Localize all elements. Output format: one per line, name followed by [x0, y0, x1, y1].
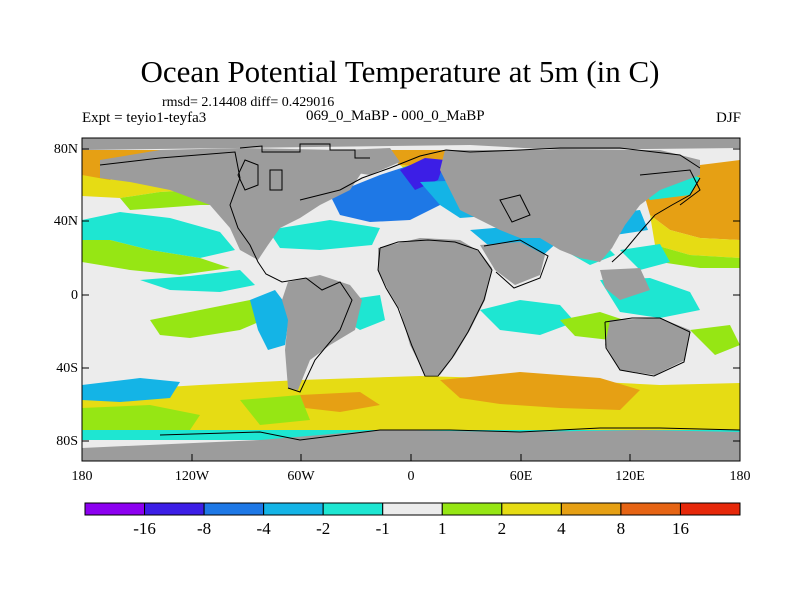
land-masses	[82, 138, 740, 461]
lon-label: 60E	[509, 469, 533, 484]
colorbar-swatch	[441, 502, 503, 516]
colorbar-label: 16	[671, 519, 689, 538]
lon-label: 0	[407, 469, 415, 484]
lat-label: 0	[71, 288, 78, 303]
colorbar-label: 2	[497, 519, 507, 538]
lon-label: 180	[71, 469, 93, 484]
colorbar-swatch	[560, 502, 622, 516]
colorbar-label: 1	[438, 519, 447, 538]
stats-label: rmsd= 2.14408 diff= 0.429016	[162, 95, 335, 110]
colorbar-swatch	[203, 502, 265, 516]
axis-ticks	[81, 148, 741, 461]
lon-label: 120E	[615, 469, 645, 484]
colorbar-swatch	[382, 502, 443, 516]
lon-label: 180	[729, 469, 751, 484]
map-title: Ocean Potential Temperature at 5m (in C)	[140, 54, 660, 89]
lon-label: 60W	[287, 469, 315, 484]
colorbar-swatch	[620, 502, 681, 516]
colorbar-swatch	[84, 502, 146, 516]
colorbar-label: 8	[616, 519, 626, 538]
season-label: DJF	[715, 110, 741, 126]
lat-label: 80N	[53, 142, 78, 157]
colorbar-label: -2	[316, 519, 331, 538]
colorbar-label: -1	[375, 519, 390, 538]
colorbar-label: 4	[557, 519, 566, 538]
colorbar-swatch	[263, 502, 324, 516]
colorbar-swatch	[501, 502, 562, 516]
lat-label: 40S	[56, 361, 78, 376]
lon-label: 120W	[174, 469, 210, 484]
colorbar-swatch	[144, 502, 205, 516]
colorbar-label: -8	[196, 519, 212, 538]
period-label: 069_0_MaBP - 000_0_MaBP	[306, 108, 485, 124]
colorbar-label: -16	[133, 519, 156, 538]
colorbar	[84, 502, 741, 516]
colorbar-label: -4	[256, 519, 271, 538]
colorbar-swatch	[679, 502, 741, 516]
colorbar-swatch	[322, 502, 384, 516]
lat-label: 80S	[56, 434, 78, 449]
coastlines	[99, 143, 741, 441]
experiment-label: Expt = teyio1-teyfa3	[82, 110, 207, 126]
lat-label: 40N	[53, 214, 78, 229]
